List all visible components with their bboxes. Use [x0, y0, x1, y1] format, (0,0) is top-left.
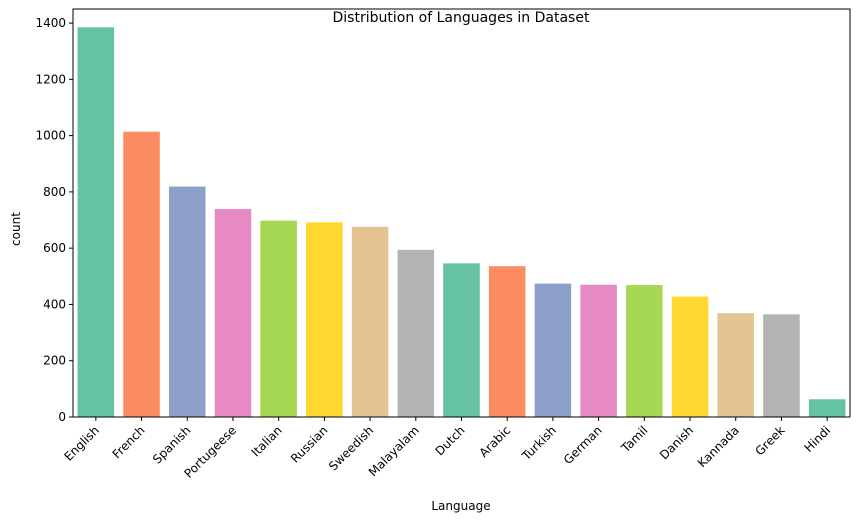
- x-tick-label: Russian: [288, 423, 331, 466]
- bar-malayalam: [397, 249, 435, 417]
- y-tick-label: 600: [43, 241, 66, 255]
- bar-greek: [763, 314, 800, 417]
- bar-tamil: [626, 285, 663, 417]
- bar-turkish: [534, 283, 572, 417]
- x-tick-label: Dutch: [432, 423, 467, 458]
- bar-sweedish: [351, 226, 389, 417]
- plot-frame: [72, 8, 851, 418]
- y-axis-ticks: 0 200 400 600 800 1000 1200 1400: [35, 16, 73, 424]
- x-tick-label: Spanish: [150, 423, 193, 466]
- x-tick-label: French: [110, 423, 148, 461]
- bar-portugeese: [214, 209, 252, 417]
- y-tick-label: 400: [43, 297, 66, 311]
- x-axis-title: Language: [431, 499, 490, 513]
- bar-arabic: [488, 266, 526, 417]
- x-tick-label: Tamil: [618, 423, 651, 456]
- bar-french: [123, 131, 160, 417]
- bar-dutch: [443, 263, 480, 417]
- bar-danish: [671, 296, 709, 417]
- y-tick-label: 1200: [35, 72, 66, 86]
- x-tick-label: Italian: [249, 423, 285, 459]
- bars-group: [77, 27, 846, 417]
- bar-kannada: [717, 313, 755, 417]
- bar-english: [77, 27, 115, 417]
- x-tick-label: Hindi: [802, 423, 834, 455]
- x-tick-label: Arabic: [477, 423, 514, 460]
- y-tick-label: 800: [43, 185, 66, 199]
- bar-german: [580, 284, 617, 417]
- bar-hindi: [808, 399, 846, 417]
- x-tick-label: Greek: [752, 423, 787, 458]
- x-tick-label: Kannada: [695, 423, 742, 470]
- x-tick-label: German: [561, 423, 605, 467]
- y-tick-label: 1000: [35, 129, 66, 143]
- chart-title: Distribution of Languages in Dataset: [333, 10, 590, 26]
- y-tick-label: 200: [43, 354, 66, 368]
- x-tick-label: English: [61, 423, 102, 464]
- bar-spanish: [168, 186, 206, 417]
- y-axis-title: count: [9, 212, 23, 246]
- bar-italian: [260, 220, 297, 417]
- y-tick-label: 0: [58, 410, 66, 424]
- bar-russian: [306, 222, 343, 417]
- x-tick-label: Turkish: [519, 423, 559, 463]
- y-tick-label: 1400: [35, 16, 66, 30]
- x-tick-label: Danish: [657, 423, 696, 462]
